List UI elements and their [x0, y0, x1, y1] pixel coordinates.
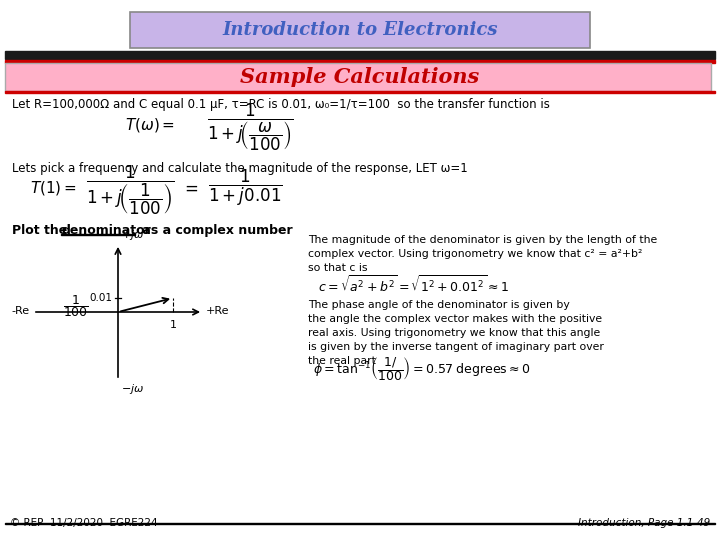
FancyBboxPatch shape	[130, 12, 590, 48]
Text: 0.01: 0.01	[89, 293, 112, 303]
Text: Introduction, Page 1.1-49: Introduction, Page 1.1-49	[577, 518, 710, 528]
Text: -Re: -Re	[12, 306, 30, 316]
Text: $\dfrac{1}{1+j0.01}$: $\dfrac{1}{1+j0.01}$	[207, 168, 282, 208]
Text: $+j\omega$: $+j\omega$	[121, 228, 144, 242]
Text: $-j\omega$: $-j\omega$	[121, 382, 144, 396]
Text: Sample Calculations: Sample Calculations	[240, 67, 480, 87]
Text: The magnitude of the denominator is given by the length of the
complex vector. U: The magnitude of the denominator is give…	[308, 235, 657, 273]
Text: 1: 1	[169, 320, 176, 330]
Text: $\dfrac{1}{100}$: $\dfrac{1}{100}$	[63, 293, 89, 319]
Text: $T(\omega)=$: $T(\omega)=$	[125, 116, 175, 134]
Text: $=$: $=$	[181, 179, 199, 197]
Text: as a complex number: as a complex number	[138, 224, 292, 237]
Text: denominator: denominator	[61, 224, 150, 237]
Text: $\phi=\tan^{-1}\!\left(\dfrac{1/}{100}\right)=0.57\;\mathrm{degrees}\approx 0$: $\phi=\tan^{-1}\!\left(\dfrac{1/}{100}\r…	[313, 355, 531, 383]
Text: +Re: +Re	[206, 306, 230, 316]
Bar	[5, 60, 715, 63]
Text: $\dfrac{1}{1+j\!\left(\dfrac{\omega}{100}\right)}$: $\dfrac{1}{1+j\!\left(\dfrac{\omega}{100…	[207, 102, 293, 153]
Text: $\dfrac{1}{1+j\!\left(\dfrac{1}{100}\right)}$: $\dfrac{1}{1+j\!\left(\dfrac{1}{100}\rig…	[86, 163, 174, 217]
Text: Introduction to Electronics: Introduction to Electronics	[222, 21, 498, 39]
Text: Let R=100,000Ω and C equal 0.1 μF, τ=RC is 0.01, ω₀=1/τ=100  so the transfer fun: Let R=100,000Ω and C equal 0.1 μF, τ=RC …	[12, 98, 550, 111]
Text: Plot the: Plot the	[12, 224, 71, 237]
FancyBboxPatch shape	[5, 63, 711, 91]
Text: $c=\sqrt{a^2+b^2}=\sqrt{1^2+0.01^2}\approx 1$: $c=\sqrt{a^2+b^2}=\sqrt{1^2+0.01^2}\appr…	[318, 275, 509, 296]
Text: © REP  11/2/2020  EGRE224: © REP 11/2/2020 EGRE224	[10, 518, 158, 528]
Text: $T(1)=$: $T(1)=$	[30, 179, 77, 197]
Bar	[5, 523, 715, 524]
Text: Lets pick a frequency and calculate the magnitude of the response, LET ω=1: Lets pick a frequency and calculate the …	[12, 162, 468, 175]
Bar	[5, 51, 715, 59]
Bar	[61, 234, 135, 235]
Text: The phase angle of the denominator is given by
the angle the complex vector make: The phase angle of the denominator is gi…	[308, 300, 604, 366]
Bar	[5, 91, 715, 93]
